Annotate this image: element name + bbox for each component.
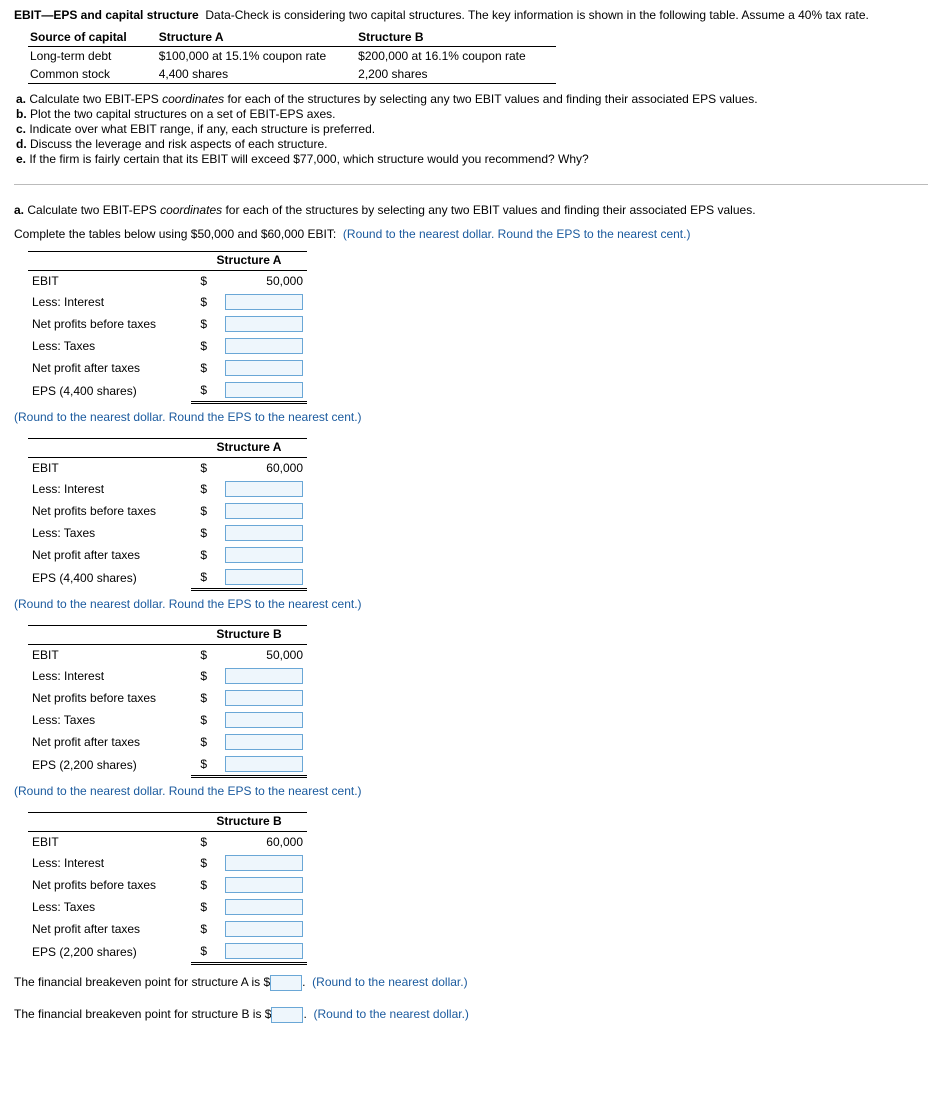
calc-input[interactable] (225, 877, 303, 893)
question-list: a. Calculate two EBIT-EPS coordinates fo… (16, 92, 928, 166)
q-d: d. Discuss the leverage and risk aspects… (16, 137, 928, 151)
calc-input[interactable] (225, 316, 303, 332)
cap-r0c1: $100,000 at 15.1% coupon rate (157, 47, 356, 66)
calc-header: Structure A (191, 252, 307, 271)
cap-r0c0: Long-term debt (28, 47, 157, 66)
divider (14, 184, 928, 185)
breakeven-a-input[interactable] (270, 975, 302, 991)
calc-table-3: Structure BEBIT$60,000Less: Interest$Net… (28, 812, 307, 965)
calc-input[interactable] (225, 503, 303, 519)
calc-input[interactable] (225, 943, 303, 959)
calc-input[interactable] (225, 756, 303, 772)
cap-r0c2: $200,000 at 16.1% coupon rate (356, 47, 555, 66)
calc-input[interactable] (225, 668, 303, 684)
cap-r1c1: 4,400 shares (157, 65, 356, 84)
breakeven-a-line: The financial breakeven point for struct… (14, 975, 928, 991)
calc-input[interactable] (225, 569, 303, 585)
complete-instruction: Complete the tables below using $50,000 … (14, 227, 928, 241)
calc-input[interactable] (225, 294, 303, 310)
cap-r1c0: Common stock (28, 65, 157, 84)
calc-header: Structure A (191, 439, 307, 458)
calc-header: Structure B (191, 626, 307, 645)
calc-input[interactable] (225, 712, 303, 728)
calc-input[interactable] (225, 547, 303, 563)
calc-table-2: Structure BEBIT$50,000Less: Interest$Net… (28, 625, 307, 778)
calc-input[interactable] (225, 481, 303, 497)
problem-body: Data-Check is considering two capital st… (205, 8, 868, 22)
calc-input[interactable] (225, 855, 303, 871)
q-a: a. Calculate two EBIT-EPS coordinates fo… (16, 92, 928, 106)
calc-table-1: Structure AEBIT$60,000Less: Interest$Net… (28, 438, 307, 591)
calc-header: Structure B (191, 813, 307, 832)
calc-input[interactable] (225, 338, 303, 354)
rounding-note: (Round to the nearest dollar. Round the … (14, 410, 928, 424)
problem-intro: EBIT—EPS and capital structure Data-Chec… (14, 8, 928, 22)
q-b: b. Plot the two capital structures on a … (16, 107, 928, 121)
calc-input[interactable] (225, 382, 303, 398)
calc-input[interactable] (225, 734, 303, 750)
rounding-note: (Round to the nearest dollar. Round the … (14, 597, 928, 611)
calc-input[interactable] (225, 525, 303, 541)
calc-input[interactable] (225, 690, 303, 706)
cap-r1c2: 2,200 shares (356, 65, 555, 84)
problem-title: EBIT—EPS and capital structure (14, 8, 199, 22)
calc-input[interactable] (225, 899, 303, 915)
q-e: e. If the firm is fairly certain that it… (16, 152, 928, 166)
breakeven-b-line: The financial breakeven point for struct… (14, 1007, 928, 1023)
cap-th-1: Structure A (157, 28, 356, 47)
cap-th-0: Source of capital (28, 28, 157, 47)
capital-structure-table: Source of capital Structure A Structure … (28, 28, 556, 84)
calc-input[interactable] (225, 360, 303, 376)
q-c: c. Indicate over what EBIT range, if any… (16, 122, 928, 136)
calc-input[interactable] (225, 921, 303, 937)
cap-th-2: Structure B (356, 28, 555, 47)
rounding-note: (Round to the nearest dollar. Round the … (14, 784, 928, 798)
section-a-prompt: a. Calculate two EBIT-EPS coordinates fo… (14, 203, 928, 217)
calc-table-0: Structure AEBIT$50,000Less: Interest$Net… (28, 251, 307, 404)
breakeven-b-input[interactable] (271, 1007, 303, 1023)
